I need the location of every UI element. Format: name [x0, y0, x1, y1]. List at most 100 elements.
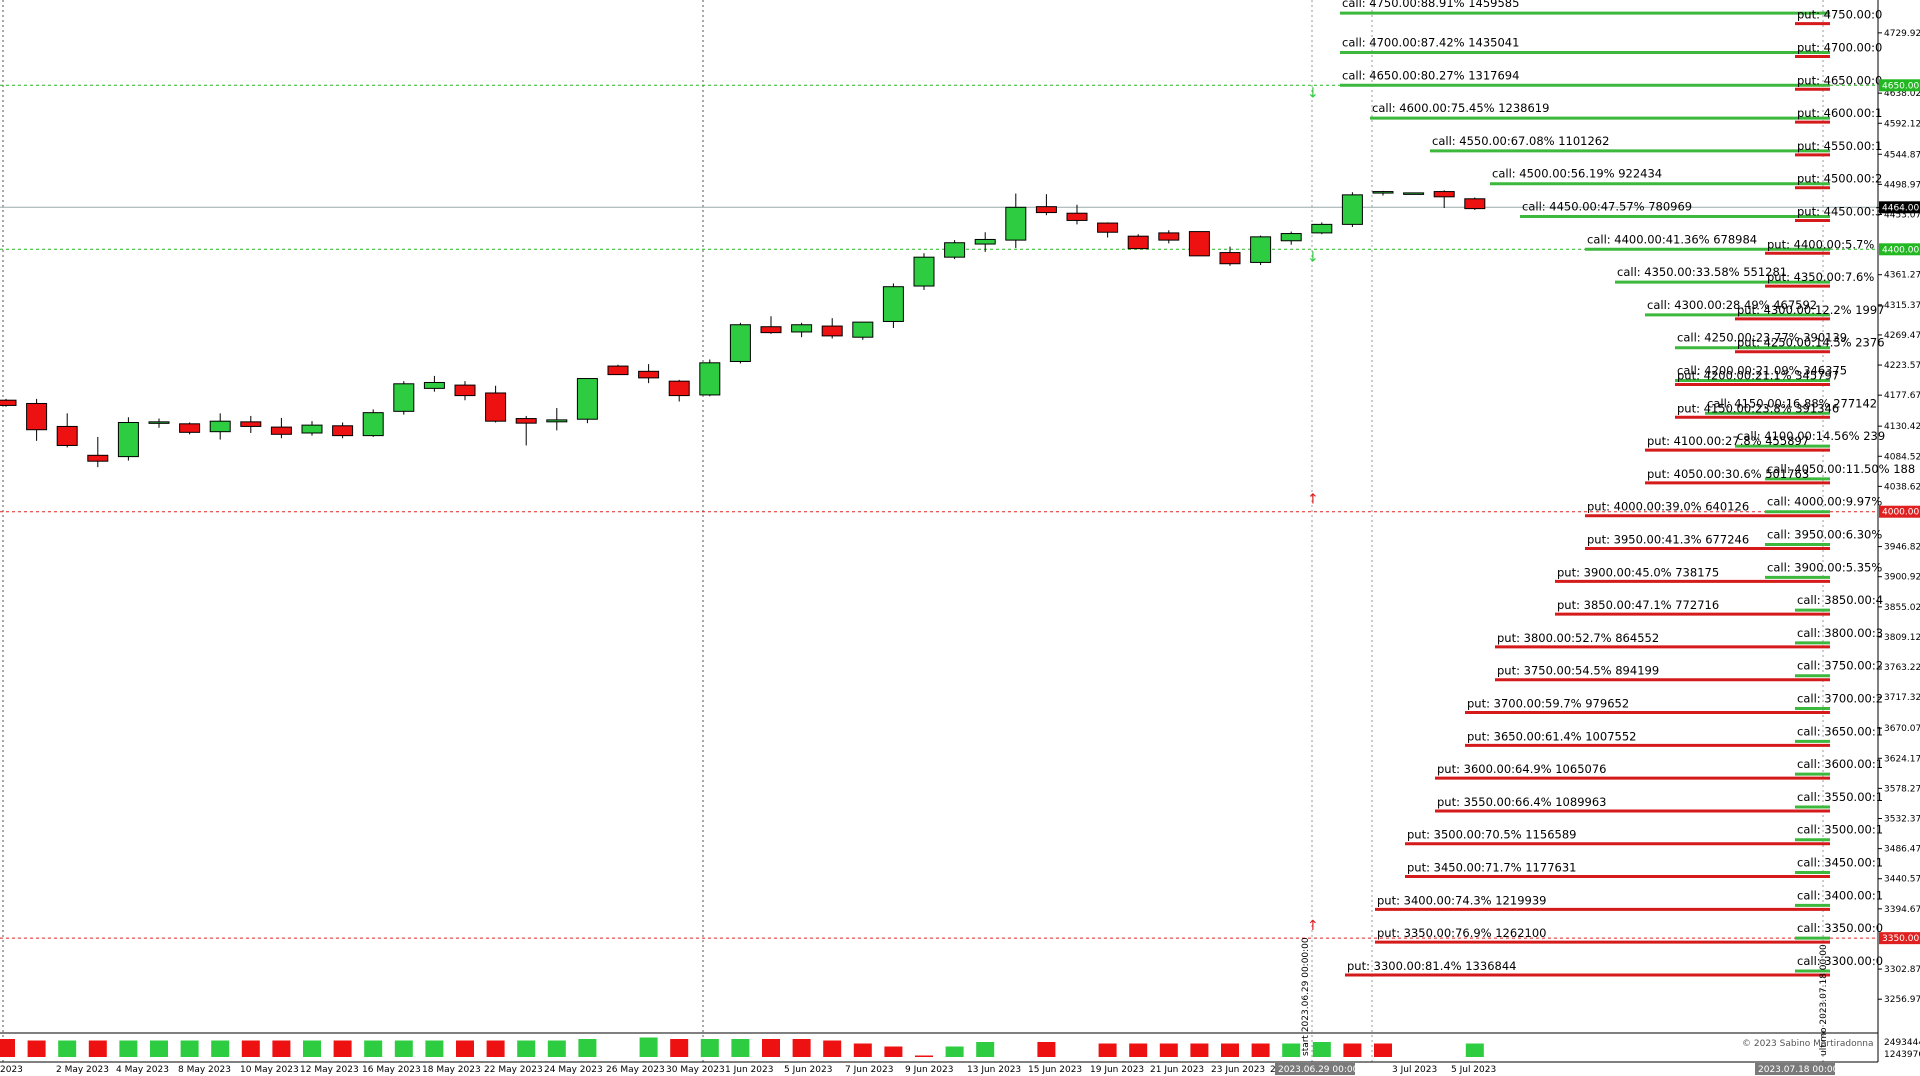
time-axis-label: 24 May 2023: [544, 1065, 603, 1075]
price-axis-label: 4729.92: [1884, 29, 1920, 39]
time-axis-label: 5 Jun 2023: [784, 1065, 832, 1075]
volume-bar: [364, 1040, 383, 1057]
call-level-label: call: 3500.00:1: [1797, 823, 1883, 837]
volume-bar: [670, 1039, 689, 1057]
put-level-label: put: 3950.00:41.3% 677246: [1587, 533, 1749, 547]
volume-bar: [303, 1040, 321, 1057]
call-level-label: call: 3300.00:0: [1797, 954, 1883, 968]
put-level-label: put: 3350.00:76.9% 1262100: [1377, 926, 1546, 940]
price-axis-label: 4638.02: [1884, 89, 1920, 99]
price-axis-label: 4223.57: [1884, 361, 1920, 371]
volume-bar: [0, 1039, 15, 1057]
candle-body: [668, 380, 690, 397]
put-level-label: put: 3550.00:66.4% 1089963: [1437, 795, 1606, 809]
price-axis-label: 3763.22: [1884, 663, 1920, 673]
marker-vertical-label: start 2023.06.29 00:00:00: [1301, 937, 1311, 1056]
time-highlight-label: 2023.06.29 00:00: [1278, 1065, 1359, 1075]
put-level-label: put: 3750.00:54.5% 894199: [1497, 664, 1659, 678]
volume-bar: [1129, 1043, 1148, 1057]
price-axis-label: 4361.27: [1884, 271, 1920, 281]
put-level-label: put: 3900.00:45.0% 738175: [1557, 565, 1719, 579]
volume-bar: [1098, 1043, 1117, 1057]
put-level-label: put: 3800.00:52.7% 864552: [1497, 631, 1659, 645]
volume-bar: [486, 1040, 505, 1057]
call-level-label: call: 3950.00:6.30%: [1767, 528, 1882, 542]
time-axis-label: 9 Jun 2023: [905, 1065, 953, 1075]
time-axis-label: 26 May 2023: [606, 1065, 665, 1075]
volume-bar: [853, 1043, 872, 1057]
price-tag: [1879, 79, 1920, 92]
candle-body: [393, 383, 415, 412]
volume-bar: [915, 1055, 933, 1057]
volume-bar: [119, 1040, 138, 1057]
grid-layer: [0, 0, 1878, 1062]
call-level-label: call: 4300.00:28.49% 467592: [1647, 298, 1817, 312]
volume-bar: [731, 1039, 750, 1057]
call-level-label: call: 4250.00:23.77% 390139: [1677, 331, 1847, 345]
volume-bar: [884, 1046, 903, 1057]
price-axis-label: 4130.42: [1884, 422, 1920, 432]
put-level-label: put: 4050.00:30.6% 501763: [1647, 467, 1809, 481]
time-highlight-tag: [1755, 1063, 1835, 1075]
time-axis-label: 21 Jun 2023: [1150, 1065, 1204, 1075]
call-level-label: call: 3350.00:0: [1797, 921, 1883, 935]
price-axis-label: 4177.67: [1884, 391, 1920, 401]
price-tag-label: 4400.00: [1882, 245, 1919, 255]
put-level-label: put: 3500.00:70.5% 1156589: [1407, 828, 1576, 842]
candle-body: [1403, 192, 1425, 195]
call-level-label: call: 4700.00:87.42% 1435041: [1342, 35, 1519, 49]
call-level-label: call: 3650.00:1: [1797, 724, 1883, 738]
put-level-label: put: 3650.00:61.4% 1007552: [1467, 729, 1636, 743]
put-level-label: put: 4150.00:23.8% 391346: [1677, 401, 1839, 415]
volume-bar: [578, 1039, 597, 1057]
candle-body: [1311, 223, 1333, 234]
price-tag: [1879, 932, 1920, 945]
volume-bar: [1282, 1043, 1301, 1057]
put-level-label: put: 4450.00:3: [1797, 204, 1882, 218]
price-axis-label: 3394.67: [1884, 905, 1920, 915]
candle-body: [56, 425, 78, 446]
marker-vertical-label: ultimo 2023.07.18 00:00: [1819, 944, 1829, 1056]
put-level-label: put: 4100.00:27.8% 455897: [1647, 434, 1809, 448]
price-tag: [1879, 243, 1920, 256]
volume-bar: [1159, 1043, 1178, 1057]
volume-bar: [211, 1040, 230, 1057]
price-axis-label: 4592.12: [1884, 119, 1920, 129]
volume-bar: [333, 1040, 352, 1057]
candle-body: [423, 381, 445, 389]
price-axis-label: 3717.32: [1884, 693, 1920, 703]
time-axis-label: 2023: [0, 1065, 23, 1075]
call-level-label: call: 3450.00:1: [1797, 856, 1883, 870]
price-axis-label: 3855.02: [1884, 603, 1920, 613]
time-axis-label: 1 Jun 2023: [725, 1065, 773, 1075]
time-axis-label: 16 May 2023: [362, 1065, 421, 1075]
candle-body: [913, 256, 935, 287]
candle-body: [1005, 206, 1027, 241]
candle-body: [301, 424, 323, 434]
volume-bar: [394, 1040, 413, 1057]
candle-body: [270, 426, 292, 435]
put-level-label: put: 4650.00:0: [1797, 73, 1882, 87]
price-axis-label: 3532.37: [1884, 815, 1920, 825]
call-level-label: call: 3850.00:4: [1797, 593, 1883, 607]
put-level-label: put: 4750.00:0: [1797, 8, 1882, 22]
candle-body: [607, 365, 629, 376]
price-tag: [1879, 201, 1920, 214]
put-level-label: put: 4400.00:5.7%: [1767, 237, 1874, 251]
call-level-label: call: 4100.00:14.56% 239: [1737, 429, 1885, 443]
call-level-label: call: 3600.00:1: [1797, 757, 1883, 771]
call-level-label: call: 4450.00:47.57% 780969: [1522, 199, 1692, 213]
time-axis-label: 7 Jun 2023: [845, 1065, 893, 1075]
volume-bar: [1343, 1043, 1362, 1057]
candle-body: [362, 412, 384, 437]
down-arrow-icon: ↓: [1307, 85, 1319, 101]
candle-body: [26, 402, 48, 431]
volume-bar: [823, 1040, 842, 1057]
volume-bar: [639, 1037, 658, 1057]
put-level-label: put: 4550.00:1: [1797, 139, 1882, 153]
candle-body: [546, 419, 568, 423]
candle-body: [209, 420, 231, 433]
price-tag-label: 4000.00: [1882, 508, 1919, 518]
candle-body: [1433, 191, 1455, 198]
